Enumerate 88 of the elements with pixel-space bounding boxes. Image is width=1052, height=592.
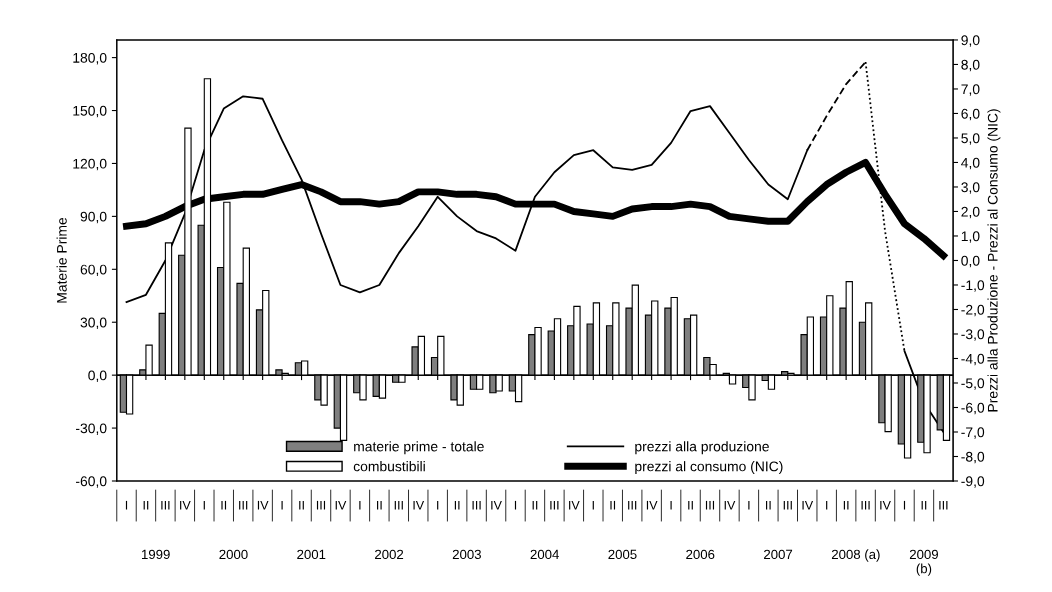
x-tick-label: I xyxy=(281,500,283,510)
y-tick-label: 60,0 xyxy=(80,264,107,277)
x-tick-label: II xyxy=(688,500,693,510)
x-tick-label: III xyxy=(861,500,870,510)
x-tick-label: I xyxy=(125,500,128,510)
legend-label: materie prime - totale xyxy=(354,441,484,455)
x-tick-label: II xyxy=(221,500,227,510)
x-tick-label: III xyxy=(316,500,326,510)
x-tick-label: I xyxy=(670,500,672,510)
y2-tick-label: 3,0 xyxy=(961,182,980,194)
y2-tick-label: -5,0 xyxy=(961,378,985,390)
x-tick-label: II xyxy=(921,500,927,510)
y2-tick-label: 5,0 xyxy=(961,133,980,145)
text: 2003 xyxy=(452,549,481,560)
y2-tick-label: 8,0 xyxy=(961,59,980,72)
y-tick-label: 0,0 xyxy=(88,370,107,382)
legend-label: combustibili xyxy=(353,461,425,472)
text: 2005 xyxy=(608,549,637,560)
text: 2000 xyxy=(219,549,248,560)
text: 2001 xyxy=(297,549,326,560)
y-tick-label: 30,0 xyxy=(80,317,107,330)
x-tick-label: III xyxy=(628,500,637,510)
x-tick-label: III xyxy=(161,500,170,510)
y2-tick-label: -8,0 xyxy=(961,451,985,464)
x-tick-label: IV xyxy=(257,500,269,510)
text: 1999 xyxy=(142,549,170,560)
y2-tick-label: 9,0 xyxy=(961,35,980,47)
x-tick-label: IV xyxy=(413,500,425,510)
x-tick-label: III xyxy=(394,500,403,510)
x-tick-label: III xyxy=(550,500,559,510)
text: 2006 xyxy=(686,549,715,560)
y-tick-label: 180,0 xyxy=(73,52,107,65)
y2-tick-label: -6,0 xyxy=(961,402,985,415)
y-tick-label: -60,0 xyxy=(76,476,107,488)
x-tick-label: IV xyxy=(335,500,347,510)
x-tick-label: I xyxy=(748,500,750,510)
x-tick-label: IV xyxy=(724,500,736,510)
x-tick-label: I xyxy=(826,500,828,510)
x-tick-label: I xyxy=(592,500,594,510)
y2-tick-label: 1,0 xyxy=(961,231,980,243)
x-tick-label: IV xyxy=(880,500,891,510)
x-tick-label: IV xyxy=(802,500,814,510)
x-tick-label: IV xyxy=(491,500,502,510)
text: 2008 (a) xyxy=(831,549,880,562)
y2-tick-label: -7,0 xyxy=(961,427,985,439)
y-tick-label: 150,0 xyxy=(73,105,107,118)
x-tick-label: III xyxy=(472,500,481,510)
text: 2004 xyxy=(530,549,559,560)
x-tick-label: II xyxy=(143,500,149,510)
y2-tick-label: -9,0 xyxy=(961,476,985,488)
y2-tick-label: 0,0 xyxy=(961,255,980,268)
x-tick-label: III xyxy=(239,500,248,510)
y-axis-title: Materie Prime xyxy=(56,217,67,303)
text: 2007 xyxy=(764,549,793,560)
x-tick-label: III xyxy=(705,500,715,510)
y2-tick-label: -2,0 xyxy=(961,304,985,317)
y2-tick-label: 4,0 xyxy=(961,157,980,170)
x-tick-label: II xyxy=(377,500,382,510)
x-tick-label: I xyxy=(203,500,205,510)
x-tick-label: III xyxy=(939,500,948,510)
x-tick-label: I xyxy=(903,500,906,510)
x-tick-label: I xyxy=(437,500,439,510)
y2-tick-label: 2,0 xyxy=(961,206,980,219)
y-tick-label: 120,0 xyxy=(73,158,107,171)
y-tick-label: 90,0 xyxy=(80,211,107,224)
x-tick-label: III xyxy=(783,500,792,510)
legend-label: prezzi al consumo (NIC) xyxy=(635,461,783,475)
x-tick-label: II xyxy=(532,500,538,510)
y2-tick-label: 7,0 xyxy=(961,84,980,96)
y2-tick-label: -3,0 xyxy=(961,329,985,341)
x-tick-label: II xyxy=(454,500,460,510)
y2-axis-title: Prezzi alla Produzione - Prezzi al Consumo (NIC) xyxy=(987,109,1001,412)
x-tick-label: IV xyxy=(180,500,191,510)
x-tick-label: IV xyxy=(646,500,658,510)
y2-tick-label: 6,0 xyxy=(961,108,980,121)
y-tick-label: -30,0 xyxy=(76,423,107,435)
x-tick-label: II xyxy=(610,500,616,510)
x-tick-label: I xyxy=(359,500,361,510)
text: 2009 (b) xyxy=(909,549,938,576)
y2-tick-label: -4,0 xyxy=(961,353,985,366)
text: 2002 xyxy=(375,549,404,560)
x-tick-label: I xyxy=(514,500,517,510)
x-tick-label: II xyxy=(766,500,771,510)
x-tick-label: IV xyxy=(569,500,580,510)
x-tick-label: II xyxy=(843,500,849,510)
y2-tick-label: -1,0 xyxy=(961,280,985,292)
legend-label: prezzi alla produzione xyxy=(635,441,769,455)
x-tick-label: II xyxy=(299,500,304,510)
